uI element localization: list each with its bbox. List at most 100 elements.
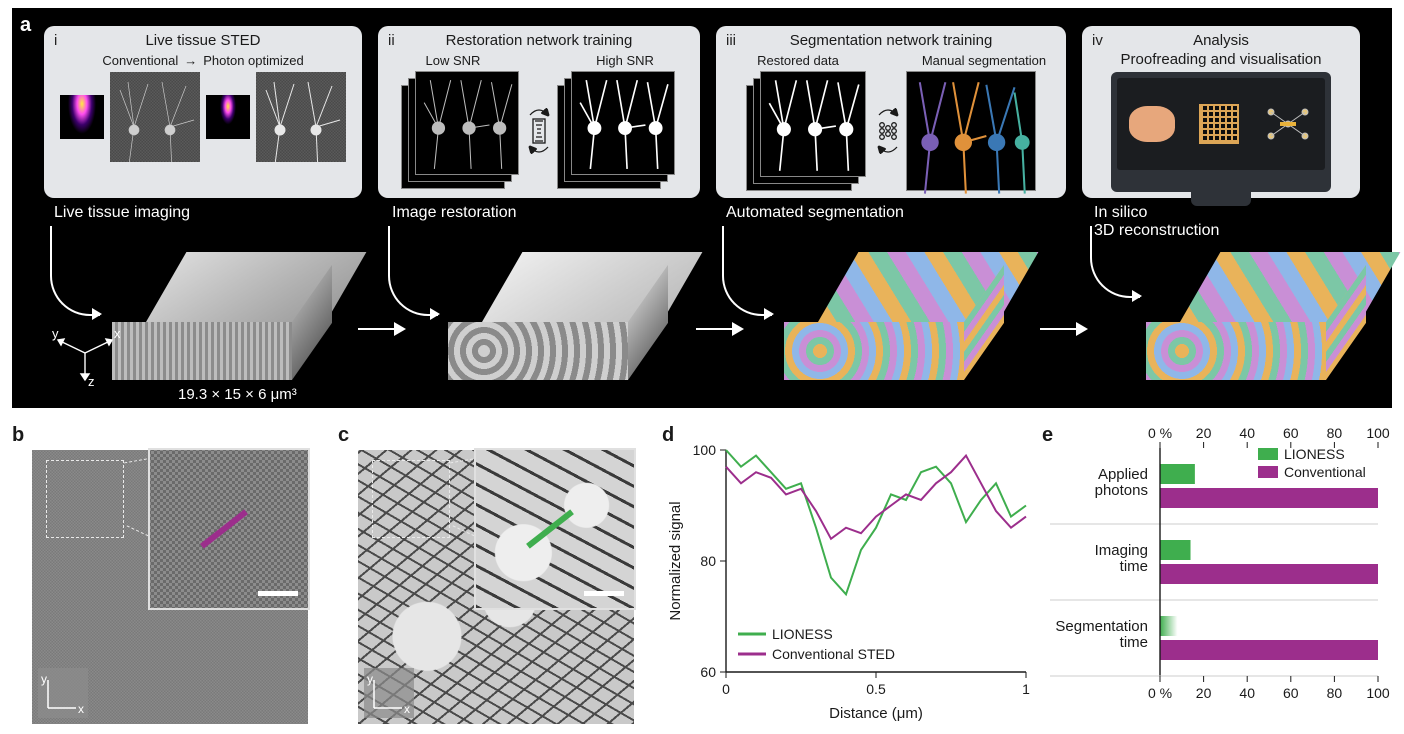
bar-chart-e: 0 % 20 40 60 80 100 Appliedphotons Imagingtime S…: [1042, 426, 1392, 726]
step-card-ii: ii Restoration network training Low SNR …: [378, 26, 700, 198]
card-i-right-label: Photon optimized: [203, 53, 303, 68]
card-i-left-label: Conventional: [102, 53, 178, 68]
psf-conventional-thumb: [60, 95, 104, 139]
neuron-optimized-thumb: [256, 72, 346, 162]
svg-text:Imagingtime: Imagingtime: [1095, 542, 1148, 575]
svg-text:y: y: [52, 326, 59, 341]
card-ii-right-label: High SNR: [558, 53, 692, 68]
svg-text:z: z: [88, 374, 95, 388]
svg-text:0: 0: [722, 681, 730, 697]
svg-text:x: x: [114, 326, 120, 341]
svg-text:40: 40: [1239, 426, 1255, 441]
xyz-axes-icon: x y z: [50, 318, 120, 388]
svg-text:0 %: 0 %: [1148, 426, 1172, 441]
card-ii-title: Restoration network training: [386, 32, 692, 49]
svg-text:Distance (μm): Distance (μm): [829, 705, 923, 722]
scalebar-b: [258, 591, 298, 596]
panel-letter-b: b: [12, 424, 24, 447]
svg-text:80: 80: [1327, 426, 1343, 441]
card-iii-left-label: Restored data: [724, 53, 872, 68]
svg-text:20: 20: [1196, 426, 1212, 441]
panel-letter-e: e: [1042, 424, 1053, 447]
svg-text:Segmentationtime: Segmentationtime: [1055, 618, 1148, 651]
svg-text:Normalized signal: Normalized signal: [667, 501, 684, 620]
flow-arrow-1: [696, 328, 742, 330]
svg-text:60: 60: [1283, 426, 1299, 441]
profile-line-b: [200, 509, 248, 548]
network-icon: [1263, 104, 1313, 144]
svg-text:100: 100: [1366, 426, 1390, 441]
cube-restored: [448, 252, 668, 402]
volume-label: 19.3 × 15 × 6 μm³: [178, 386, 297, 403]
svg-text:100: 100: [693, 442, 717, 458]
cube-live: [112, 252, 332, 402]
svg-text:0.5: 0.5: [866, 681, 886, 697]
flow-arrow-2: [1040, 328, 1086, 330]
restored-stack-thumb: [747, 72, 869, 190]
card-iii-title: Segmentation network training: [724, 32, 1058, 49]
micrograph-c-inset: [476, 450, 634, 608]
zoom-box-b: [46, 460, 124, 538]
step-card-iii: iii Segmentation network training Restor…: [716, 26, 1066, 198]
curved-arrow-3: [1090, 226, 1140, 298]
axes-c: y x: [364, 668, 414, 718]
svg-text:LIONESS: LIONESS: [772, 626, 833, 642]
svg-text:1: 1: [1022, 681, 1030, 697]
flow-arrow-0: [358, 328, 404, 330]
figure: a i Live tissue STED Conventional → Phot…: [0, 8, 1404, 734]
profile-line-c: [526, 509, 574, 548]
panel-e: e 0 % 20 40 60 80 100 Appliedphotons Imagingtim…: [1042, 426, 1392, 726]
curved-arrow-2: [722, 226, 772, 316]
svg-text:60: 60: [1283, 685, 1299, 701]
card-ii-left-label: Low SNR: [386, 53, 520, 68]
svg-text:80: 80: [700, 553, 716, 569]
svg-text:Conventional STED: Conventional STED: [772, 646, 895, 662]
monitor-icon: [1111, 72, 1331, 192]
cube-segmented: [784, 252, 1004, 402]
svg-text:40: 40: [1239, 685, 1255, 701]
brain-icon: [1129, 106, 1175, 142]
micrograph-b-inset: [150, 450, 308, 608]
stage-label-1: Image restoration: [392, 204, 517, 222]
nn-cycle-icon: [875, 101, 901, 161]
panel-d: d 60 80 100 0 0.5 1 Normalized signal Distance …: [662, 426, 1038, 726]
curved-arrow-1: [388, 226, 438, 316]
chip-icon: [1199, 104, 1239, 144]
panel-letter-c: c: [338, 424, 349, 447]
psf-optimized-thumb: [206, 95, 250, 139]
roman-iv: iv: [1092, 32, 1103, 49]
svg-text:80: 80: [1327, 685, 1343, 701]
highsnr-stack-thumb: [558, 72, 676, 190]
svg-text:60: 60: [700, 664, 716, 680]
svg-text:0 %: 0 %: [1148, 685, 1172, 701]
step-card-i: i Live tissue STED Conventional → Photon…: [44, 26, 362, 198]
step-card-iv: iv Analysis Proofreading and visualisati…: [1082, 26, 1360, 198]
roman-ii: ii: [388, 32, 395, 49]
line-chart-d: 60 80 100 0 0.5 1 Normalized signal Distance (μ…: [662, 426, 1038, 726]
neuron-conventional-thumb: [110, 72, 200, 162]
stage-label-0: Live tissue imaging: [54, 204, 190, 222]
roman-iii: iii: [726, 32, 736, 49]
card-iii-right-label: Manual segmentation: [910, 53, 1058, 68]
roman-i: i: [54, 32, 57, 49]
svg-text:100: 100: [1366, 685, 1390, 701]
card-i-title: Live tissue STED: [52, 32, 354, 49]
panel-a: a i Live tissue STED Conventional → Phot…: [12, 8, 1392, 408]
manual-segmentation-thumb: [907, 72, 1035, 190]
panel-letter-a: a: [20, 14, 31, 37]
svg-text:Conventional: Conventional: [1284, 464, 1366, 480]
card-iv-subtitle: Proofreading and visualisation: [1090, 51, 1352, 68]
stage-label-2: Automated segmentation: [726, 204, 904, 222]
axes-b: y x: [38, 668, 88, 718]
curved-arrow-0: [50, 226, 100, 316]
cube-insilico: [1146, 252, 1366, 402]
svg-text:Appliedphotons: Appliedphotons: [1095, 466, 1148, 499]
scalebar-c: [584, 591, 624, 596]
zoom-box-c: [372, 460, 450, 538]
unet-cycle-icon: [526, 101, 552, 161]
card-iv-title: Analysis: [1090, 32, 1352, 49]
lowsnr-stack-thumb: [402, 72, 520, 190]
panel-letter-d: d: [662, 424, 674, 447]
arrow-icon: →: [184, 53, 197, 68]
svg-text:LIONESS: LIONESS: [1284, 446, 1345, 462]
